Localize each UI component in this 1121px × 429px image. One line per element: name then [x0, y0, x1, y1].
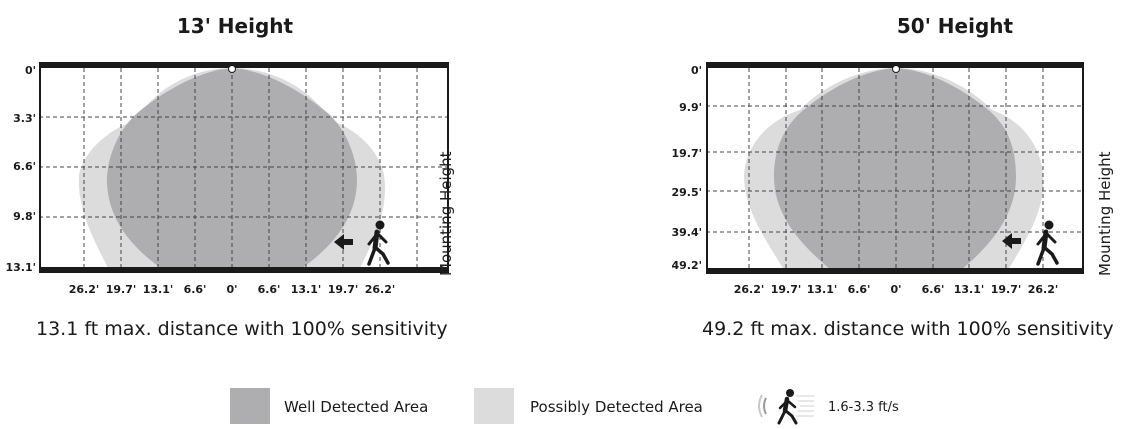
walking-person-icon [367, 220, 390, 266]
grid-lines [706, 68, 1084, 268]
panel-title: 13' Height [176, 14, 294, 38]
x-tick-label: 26.2' [733, 283, 765, 296]
x-tick-label: 26.2' [68, 283, 100, 296]
x-tick-label: 13.1' [953, 283, 985, 296]
x-tick-label: 13.1' [142, 283, 174, 296]
y-tick-label: 29.5' [671, 186, 702, 199]
walking-direction-arrow-icon [1002, 233, 1021, 249]
x-tick-label: 19.7' [327, 283, 359, 296]
y-tick-label: 9.9' [679, 101, 702, 114]
motion-wave-icon [758, 394, 767, 418]
y-tick-label: 19.7' [671, 147, 702, 160]
floor-bar [706, 268, 1084, 274]
x-tick-label: 19.7' [990, 283, 1022, 296]
y-tick-label: 0' [24, 64, 36, 77]
legend-label-well: Well Detected Area [284, 398, 429, 416]
x-tick-label: 6.6' [921, 283, 945, 296]
y-tick-label: 49.2' [671, 259, 702, 272]
x-tick-label: 0' [226, 283, 238, 296]
y-tick-label: 0' [690, 64, 702, 77]
y-tick-label: 6.6' [13, 160, 36, 173]
y-tick-label: 13.1' [5, 261, 36, 274]
mounting-height-label: Mounting Height [437, 151, 455, 276]
detection-diagram [706, 62, 1084, 274]
x-tick-label: 26.2' [1027, 283, 1059, 296]
y-tick-label: 3.3' [13, 112, 36, 125]
legend-label-speed: 1.6-3.3 ft/s [828, 400, 899, 415]
y-tick-label: 9.8' [13, 210, 36, 223]
floor-bar [39, 267, 449, 273]
walking-person-icon [1036, 220, 1059, 266]
ceiling-bar [706, 62, 1084, 68]
ceiling-bar [39, 62, 449, 68]
sensor-icon [228, 65, 236, 73]
legend-label-possible: Possibly Detected Area [530, 398, 703, 416]
well-detected-area [774, 68, 1016, 270]
panel-caption: 13.1 ft max. distance with 100% sensitiv… [36, 318, 448, 340]
motion-lines-icon [796, 395, 814, 417]
panel-caption: 49.2 ft max. distance with 100% sensitiv… [702, 318, 1114, 340]
y-tick-label: 39.4' [671, 226, 702, 239]
x-tick-label: 6.6' [183, 283, 207, 296]
diagram-panel-50ft: 50' Height 0' 9.9' 19.7' 29.5' 39.4' 49.… [560, 0, 1121, 360]
panel-title: 50' Height [896, 14, 1014, 38]
x-tick-label: 19.7' [770, 283, 802, 296]
legend: Well Detected Area Possibly Detected Are… [0, 388, 1121, 428]
sensor-icon [892, 65, 900, 73]
x-tick-label: 0' [890, 283, 902, 296]
motion-speed-icon [758, 389, 814, 425]
well-detected-swatch [230, 388, 270, 424]
x-tick-label: 6.6' [847, 283, 871, 296]
diagram-panel-13ft: 13' Height 0' 3.3' 6.6' 9.8' 13.1' [0, 0, 560, 360]
x-tick-label: 26.2' [364, 283, 396, 296]
possibly-detected-swatch [474, 388, 514, 424]
x-tick-label: 13.1' [806, 283, 838, 296]
x-tick-label: 6.6' [257, 283, 281, 296]
x-tick-label: 19.7' [105, 283, 137, 296]
detection-diagram [39, 62, 449, 273]
mounting-height-label: Mounting Height [1096, 151, 1114, 276]
walking-person-icon [777, 389, 798, 425]
x-tick-label: 13.1' [290, 283, 322, 296]
walking-direction-arrow-icon [334, 234, 353, 250]
